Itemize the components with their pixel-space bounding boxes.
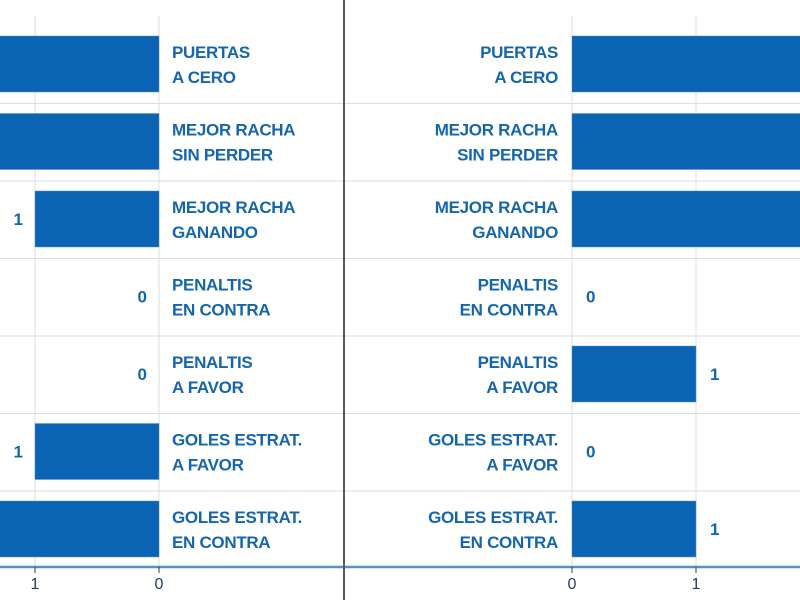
category-label: MEJOR RACHA	[435, 121, 558, 140]
category-label: EN CONTRA	[172, 301, 270, 320]
bar	[571, 190, 800, 248]
tick-label: 0	[568, 576, 577, 593]
category-label: A CERO	[494, 68, 558, 87]
category-label: GANANDO	[472, 223, 558, 242]
category-label: GANANDO	[172, 223, 258, 242]
category-label: A FAVOR	[486, 456, 558, 475]
category-label: SIN PERDER	[457, 146, 558, 165]
value-label: 1	[14, 443, 23, 462]
bar	[571, 500, 697, 558]
bar	[571, 35, 800, 93]
value-label: 0	[586, 443, 595, 462]
value-label: 1	[710, 520, 719, 539]
category-label: MEJOR RACHA	[435, 198, 558, 217]
category-label: PENALTIS	[478, 276, 558, 295]
category-label: A FAVOR	[172, 456, 244, 475]
category-label: MEJOR RACHA	[172, 121, 295, 140]
category-label: GOLES ESTRAT.	[428, 431, 558, 450]
value-label: 0	[138, 288, 147, 307]
category-label: GOLES ESTRAT.	[172, 508, 302, 527]
bar	[0, 113, 160, 170]
category-label: SIN PERDER	[172, 146, 273, 165]
left-chart-panel: PUERTAS A CERO MEJOR RACHA SIN PERDER 1 MEJOR…	[0, 16, 343, 593]
category-label: A CERO	[172, 68, 236, 87]
bar	[34, 190, 160, 248]
tick-label: 0	[155, 576, 164, 593]
right-chart-panel: PUERTAS A CERO MEJOR RACHA SIN PERDER MEJOR …	[345, 16, 800, 593]
category-label: MEJOR RACHA	[172, 198, 295, 217]
bar	[0, 500, 160, 558]
category-label: PENALTIS	[172, 276, 252, 295]
bar	[0, 35, 160, 93]
category-label: GOLES ESTRAT.	[428, 508, 558, 527]
category-label: PUERTAS	[172, 43, 250, 62]
category-label: A FAVOR	[172, 378, 244, 397]
category-label: EN CONTRA	[460, 533, 558, 552]
category-label: PENALTIS	[478, 353, 558, 372]
bar	[571, 113, 800, 170]
value-label: 0	[138, 365, 147, 384]
category-label: EN CONTRA	[460, 301, 558, 320]
category-label: GOLES ESTRAT.	[172, 431, 302, 450]
value-label: 1	[710, 365, 719, 384]
tick-label: 1	[692, 576, 701, 593]
value-label: 0	[586, 288, 595, 307]
tick-label: 1	[31, 576, 40, 593]
category-label: A FAVOR	[486, 378, 558, 397]
bar	[34, 423, 160, 480]
category-label: PUERTAS	[480, 43, 558, 62]
category-label: PENALTIS	[172, 353, 252, 372]
category-label: EN CONTRA	[172, 533, 270, 552]
value-label: 1	[14, 210, 23, 229]
bar	[571, 345, 697, 403]
